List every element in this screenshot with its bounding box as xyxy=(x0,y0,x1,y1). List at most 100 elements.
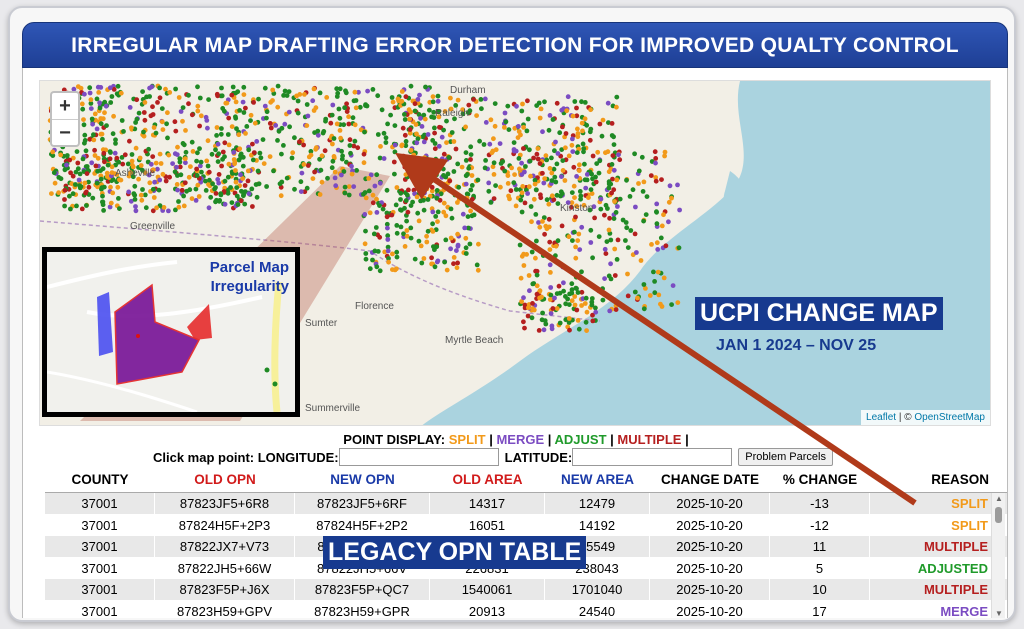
inset-title: Parcel Map Irregularity xyxy=(210,258,289,296)
change-point xyxy=(177,159,183,165)
change-point xyxy=(670,283,676,288)
table-row[interactable]: 37001 87823JF5+6R8 87823JF5+6RF 14317 12479 2… xyxy=(45,493,1007,515)
change-point xyxy=(662,149,668,155)
change-point xyxy=(94,96,100,102)
change-point xyxy=(392,267,398,273)
change-point xyxy=(372,183,378,189)
change-point xyxy=(521,295,526,301)
change-point xyxy=(385,233,391,239)
change-point xyxy=(453,146,459,152)
change-point xyxy=(186,101,191,107)
change-point xyxy=(315,132,321,138)
change-point xyxy=(176,199,181,204)
change-point xyxy=(392,149,398,155)
change-point xyxy=(509,165,514,171)
change-point xyxy=(279,151,284,157)
change-point xyxy=(569,142,575,148)
change-point xyxy=(636,181,641,186)
change-point xyxy=(661,275,667,281)
change-point xyxy=(353,98,359,103)
cell-pct: 17 xyxy=(770,600,870,618)
change-point xyxy=(370,257,375,263)
change-point xyxy=(421,139,427,145)
scroll-down-icon[interactable]: ▼ xyxy=(995,609,1003,618)
change-point xyxy=(394,185,400,190)
change-point xyxy=(486,188,492,194)
change-point xyxy=(197,123,203,129)
change-point xyxy=(206,205,212,211)
change-point xyxy=(444,140,449,145)
change-point xyxy=(586,195,591,200)
column-header-county[interactable]: COUNTY xyxy=(71,472,129,487)
cell-date: 2025-10-20 xyxy=(650,579,770,600)
change-point xyxy=(128,198,134,204)
change-point xyxy=(573,244,578,250)
zoom-out-button[interactable]: − xyxy=(52,119,78,145)
change-point xyxy=(221,189,227,194)
problem-parcels-button[interactable]: Problem Parcels xyxy=(738,448,833,466)
change-point xyxy=(476,241,481,247)
leaflet-link[interactable]: Leaflet xyxy=(866,412,897,423)
change-point xyxy=(238,198,244,204)
change-point xyxy=(566,234,572,240)
change-point xyxy=(404,164,410,169)
change-point xyxy=(441,127,446,133)
change-point xyxy=(511,140,517,145)
change-point xyxy=(107,149,113,154)
change-point xyxy=(120,161,126,167)
cell-new-opn: 87823H59+GPR xyxy=(295,600,430,618)
column-header-old-area[interactable]: OLD AREA xyxy=(452,472,523,487)
change-point xyxy=(574,105,579,111)
change-point xyxy=(392,171,397,177)
change-point xyxy=(129,158,135,164)
change-point xyxy=(424,233,429,239)
change-point xyxy=(67,157,73,163)
osm-link[interactable]: OpenStreetMap xyxy=(914,412,985,423)
change-point xyxy=(630,187,636,193)
change-point xyxy=(462,225,468,231)
change-point xyxy=(350,115,356,121)
column-header-change-date[interactable]: CHANGE DATE xyxy=(660,472,759,487)
change-point xyxy=(279,125,285,131)
change-point xyxy=(339,156,345,162)
change-point xyxy=(606,169,612,175)
longitude-input[interactable] xyxy=(338,448,499,466)
change-point xyxy=(172,151,178,157)
change-point xyxy=(341,169,347,174)
change-point xyxy=(226,161,232,167)
change-point xyxy=(566,267,571,273)
change-point xyxy=(521,146,526,151)
change-point xyxy=(516,124,521,129)
table-row[interactable]: 37001 87823H59+GPV 87823H59+GPR 20913 24540 2… xyxy=(45,600,1007,618)
change-point xyxy=(490,164,496,170)
change-point xyxy=(430,221,435,227)
change-point xyxy=(242,201,248,207)
table-scrollbar[interactable]: ▲ ▼ xyxy=(991,493,1005,618)
column-header-new-opn[interactable]: NEW OPN xyxy=(330,472,395,487)
change-point xyxy=(483,158,488,163)
change-point xyxy=(469,183,475,188)
change-point xyxy=(229,92,235,98)
change-point xyxy=(264,115,269,121)
column-header-old-opn[interactable]: OLD OPN xyxy=(194,472,256,487)
cell-reason: SPLIT xyxy=(870,493,995,514)
column-header-change[interactable]: % CHANGE xyxy=(782,472,858,487)
change-point xyxy=(412,256,418,262)
scroll-thumb[interactable] xyxy=(995,507,1002,523)
change-point xyxy=(611,167,617,173)
change-point xyxy=(624,177,629,183)
zoom-in-button[interactable]: + xyxy=(59,95,71,117)
change-point xyxy=(187,187,193,193)
change-point xyxy=(122,152,128,158)
table-row[interactable]: 37001 87823F5P+J6X 87823F5P+QC7 1540061 1701… xyxy=(45,579,1007,601)
column-header-new-area[interactable]: NEW AREA xyxy=(561,472,634,487)
scroll-up-icon[interactable]: ▲ xyxy=(995,494,1003,503)
latitude-input[interactable] xyxy=(572,448,733,466)
column-header-reason[interactable]: REASON xyxy=(931,472,989,487)
change-point xyxy=(212,186,218,192)
change-map[interactable]: RaleighAshevilleGreenvilleRock HillSumte… xyxy=(39,80,991,426)
cell-old-opn: 87823JF5+6R8 xyxy=(155,493,295,514)
change-point xyxy=(466,102,472,108)
table-row[interactable]: 37001 87824H5F+2P3 87824H5F+2P2 16051 14192 2… xyxy=(45,514,1007,536)
change-point xyxy=(241,92,247,97)
